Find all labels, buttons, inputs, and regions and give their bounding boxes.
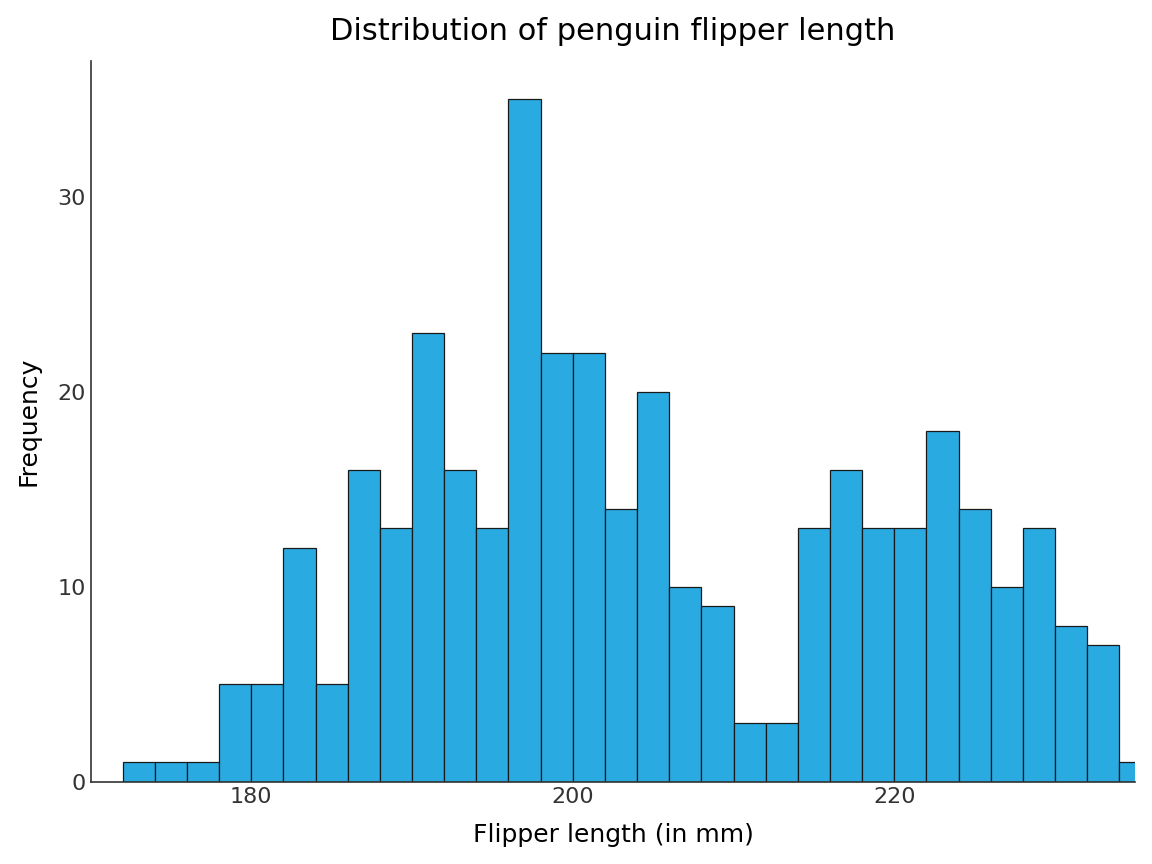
Bar bbox=[123, 762, 154, 782]
Bar bbox=[766, 723, 798, 782]
Bar bbox=[1120, 762, 1151, 782]
Bar bbox=[348, 470, 380, 782]
Bar bbox=[894, 529, 926, 782]
Bar bbox=[991, 587, 1023, 782]
Bar bbox=[573, 353, 605, 782]
Bar bbox=[1087, 645, 1120, 782]
Bar bbox=[508, 99, 540, 782]
Title: Distribution of penguin flipper length: Distribution of penguin flipper length bbox=[331, 16, 895, 46]
Bar bbox=[637, 392, 669, 782]
Bar bbox=[540, 353, 573, 782]
Bar bbox=[734, 723, 766, 782]
Bar bbox=[926, 431, 958, 782]
Bar bbox=[154, 762, 187, 782]
Bar bbox=[1023, 529, 1055, 782]
Bar bbox=[187, 762, 219, 782]
Bar bbox=[219, 684, 251, 782]
Y-axis label: Frequency: Frequency bbox=[16, 357, 40, 486]
Bar bbox=[798, 529, 829, 782]
Bar bbox=[380, 529, 412, 782]
Bar bbox=[605, 509, 637, 782]
Bar bbox=[958, 509, 991, 782]
Bar bbox=[476, 529, 508, 782]
Bar bbox=[445, 470, 476, 782]
Bar bbox=[829, 470, 862, 782]
Bar bbox=[1055, 626, 1087, 782]
Bar bbox=[412, 334, 445, 782]
Bar bbox=[669, 587, 702, 782]
Bar bbox=[702, 607, 734, 782]
X-axis label: Flipper length (in mm): Flipper length (in mm) bbox=[472, 823, 753, 848]
Bar bbox=[862, 529, 894, 782]
Bar bbox=[283, 548, 316, 782]
Bar bbox=[251, 684, 283, 782]
Bar bbox=[316, 684, 348, 782]
